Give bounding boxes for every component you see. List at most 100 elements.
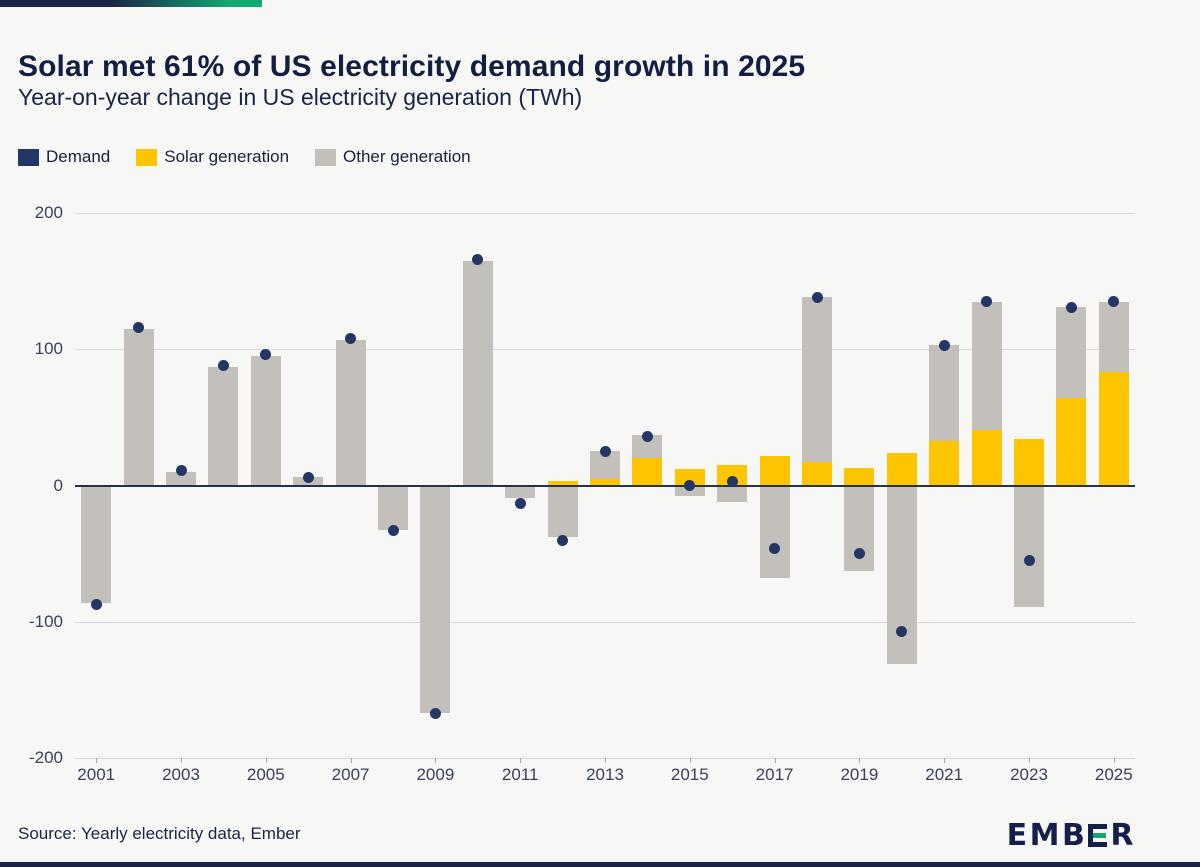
bar-other-2005 (250, 356, 281, 486)
demand-dot-2011 (514, 497, 526, 509)
demand-dot-2003 (175, 465, 187, 476)
bar-other-2018 (802, 297, 832, 463)
demand-swatch-icon (18, 148, 39, 166)
legend-item-demand: Demand (18, 147, 110, 167)
x-tick-mark (350, 758, 352, 763)
bar-solar-2017 (759, 455, 790, 486)
legend-label-other: Other generation (343, 147, 471, 166)
legend-label-demand: Demand (46, 147, 111, 166)
legend: Demand Solar generation Other generation (18, 147, 471, 167)
x-axis-label: 2021 (925, 765, 964, 784)
bar-solar-2022 (971, 429, 1002, 486)
demand-dot-2015 (684, 480, 696, 491)
bar-other-2004 (208, 366, 239, 486)
solar-swatch-icon (136, 148, 158, 166)
x-tick-mark (520, 758, 522, 763)
demand-dot-2002 (133, 321, 145, 333)
bar-other-2020 (886, 485, 917, 664)
bar-solar-2025 (1098, 372, 1129, 486)
x-axis-label: 2025 (1094, 765, 1133, 784)
x-axis-label: 2003 (162, 765, 200, 784)
bar-other-2022 (971, 301, 1002, 430)
page-title: Solar met 61% of US electricity demand g… (18, 50, 806, 84)
x-tick-mark (1113, 758, 1115, 763)
demand-dot-2016 (726, 475, 738, 487)
bar-solar-2013 (590, 478, 620, 486)
x-axis-label: 2013 (586, 765, 624, 784)
x-tick-mark (605, 758, 606, 763)
x-axis-label: 2011 (501, 765, 539, 784)
x-axis-label: 2005 (246, 765, 285, 784)
x-axis-label: 2001 (77, 765, 116, 784)
logo-green-dash-icon (1093, 833, 1107, 838)
plot-area (75, 213, 1135, 759)
logo-letter: B (1062, 818, 1088, 853)
demand-dot-2006 (302, 471, 314, 483)
x-tick-mark (859, 758, 861, 763)
bar-other-2010 (462, 260, 493, 486)
legend-item-solar: Solar generation (136, 147, 289, 167)
demand-dot-2023 (1023, 554, 1035, 566)
y-axis-label: 0 (53, 475, 63, 495)
bar-other-2011 (505, 485, 536, 498)
x-tick-mark (774, 758, 776, 763)
demand-dot-2018 (811, 291, 823, 303)
zero-line (75, 484, 1135, 487)
demand-dot-2004 (217, 360, 229, 372)
demand-dot-2019 (853, 548, 865, 560)
y-axis-label: -200 (28, 748, 63, 767)
bar-other-2003 (166, 471, 196, 486)
y-axis: 200 100 0 -100 -200 (11, 203, 63, 767)
bar-solar-2020 (886, 452, 917, 486)
bar-solar-2014 (632, 458, 663, 486)
page-subtitle: Year-on-year change in US electricity ge… (18, 84, 583, 110)
demand-dot-2001 (90, 598, 102, 610)
bar-solar-2012 (547, 481, 578, 486)
logo-letter-e-stylized (1088, 824, 1108, 847)
demand-dot-2008 (387, 524, 399, 536)
gridline--100 (75, 621, 1135, 623)
x-tick-mark (435, 758, 437, 763)
y-axis-label: 200 (34, 203, 63, 222)
logo-letter: E (1006, 818, 1030, 853)
x-tick-mark (689, 758, 691, 763)
x-tick-mark (181, 758, 182, 763)
y-axis-label: 100 (34, 339, 63, 359)
demand-dot-2010 (472, 253, 484, 265)
source-note: Source: Yearly electricity data, Ember (18, 824, 301, 843)
bar-solar-2015 (674, 469, 705, 486)
demand-dot-2022 (981, 296, 993, 308)
bar-solar-2016 (717, 465, 748, 486)
x-axis-label: 2007 (331, 765, 370, 784)
y-axis-label: -100 (28, 611, 63, 631)
x-axis-label: 2009 (416, 765, 455, 784)
other-swatch-icon (315, 148, 337, 166)
bar-other-2016 (717, 485, 748, 502)
demand-dot-2014 (641, 430, 653, 442)
demand-dot-2012 (557, 534, 569, 546)
bar-other-2008 (378, 485, 408, 531)
bar-solar-2019 (844, 467, 875, 486)
x-axis-label: 2017 (755, 765, 794, 784)
brand-accent-stripe (0, 0, 262, 7)
gridline-200 (75, 213, 1135, 214)
bar-solar-2018 (802, 462, 832, 486)
bar-other-2025 (1098, 301, 1129, 373)
x-axis-label: 2019 (840, 765, 879, 784)
logo-letter: M (1029, 818, 1063, 853)
demand-dot-2007 (345, 332, 357, 344)
bar-other-2002 (123, 328, 154, 486)
chart: 200 100 0 -100 -200 2001 2003 2005 2007 2009 2011… (29, 203, 1135, 784)
demand-dot-2009 (429, 707, 441, 719)
bar-solar-2023 (1014, 439, 1044, 486)
bar-other-2009 (420, 485, 451, 714)
demand-dot-2024 (1065, 301, 1077, 313)
bar-other-2024 (1056, 307, 1087, 399)
demand-dot-2017 (769, 542, 781, 554)
bar-other-2023 (1014, 485, 1044, 607)
bar-solar-2021 (929, 440, 960, 486)
logo-letter: R (1110, 818, 1136, 853)
x-tick-mark (96, 758, 98, 763)
